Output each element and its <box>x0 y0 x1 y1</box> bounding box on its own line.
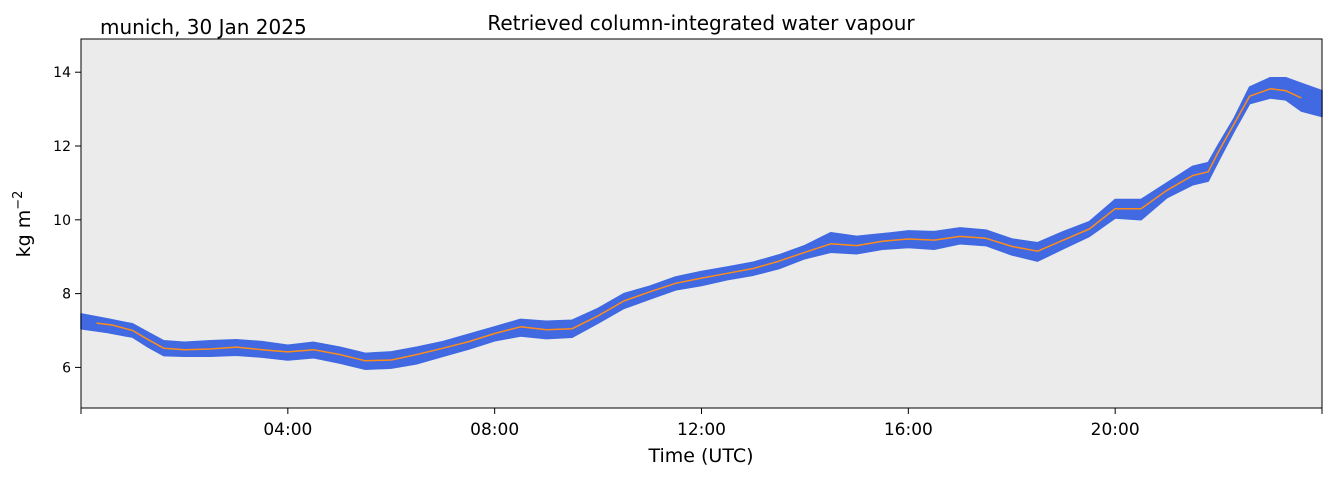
y-tick-label-2: 10 <box>53 213 71 229</box>
y-axis-label-exponent: −2 <box>11 191 26 210</box>
y-tick-label-0: 6 <box>62 360 71 376</box>
y-tick-label-3: 12 <box>53 139 71 155</box>
chart-title: Retrieved column-integrated water vapour <box>487 11 915 35</box>
x-tick-label-1: 04:00 <box>263 420 312 440</box>
x-axis: 04:00 08:00 12:00 16:00 20:00 <box>80 408 1323 440</box>
x-tick-label-4: 16:00 <box>884 420 933 440</box>
y-tick-label-1: 8 <box>62 287 71 303</box>
y-axis-label: kg m−2 <box>11 191 35 258</box>
x-tick-label-3: 12:00 <box>677 420 726 440</box>
x-tick-label-5: 20:00 <box>1091 420 1140 440</box>
x-tick-label-2: 08:00 <box>470 420 519 440</box>
y-axis-label-base: kg m <box>13 210 35 258</box>
chart-subtitle: munich, 30 Jan 2025 <box>100 15 307 39</box>
x-axis-label: Time (UTC) <box>647 445 753 467</box>
y-tick-label-4: 14 <box>53 65 71 81</box>
y-axis: 6 8 10 12 14 <box>53 65 81 376</box>
series-line-1 <box>96 88 1302 362</box>
